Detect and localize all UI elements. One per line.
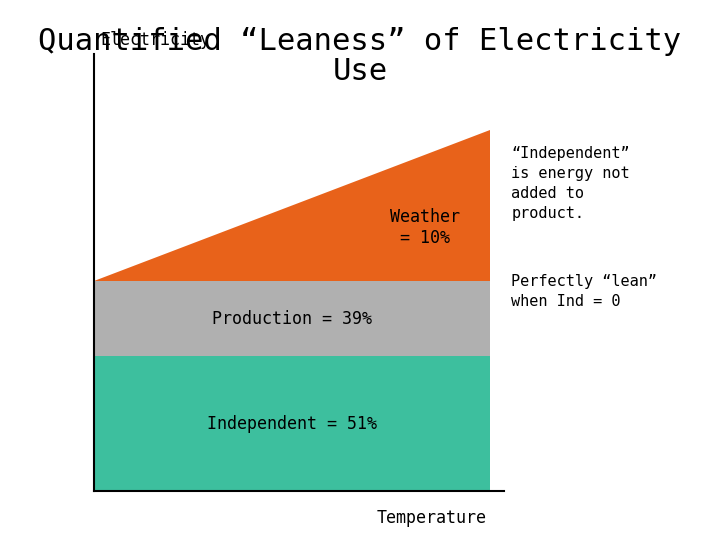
Text: Electricity: Electricity <box>101 31 211 49</box>
Polygon shape <box>94 281 490 356</box>
Text: Perfectly “lean”
when Ind = 0: Perfectly “lean” when Ind = 0 <box>511 274 657 309</box>
Text: Temperature: Temperature <box>377 509 487 528</box>
Text: Weather
= 10%: Weather = 10% <box>390 208 460 247</box>
Polygon shape <box>94 130 490 281</box>
Text: Production = 39%: Production = 39% <box>212 309 372 328</box>
Text: Use: Use <box>333 57 387 86</box>
Text: Independent = 51%: Independent = 51% <box>207 415 377 433</box>
Polygon shape <box>94 356 490 491</box>
Text: Quantified “Leaness” of Electricity: Quantified “Leaness” of Electricity <box>38 27 682 56</box>
Text: “Independent”
is energy not
added to
product.: “Independent” is energy not added to pro… <box>511 146 630 221</box>
